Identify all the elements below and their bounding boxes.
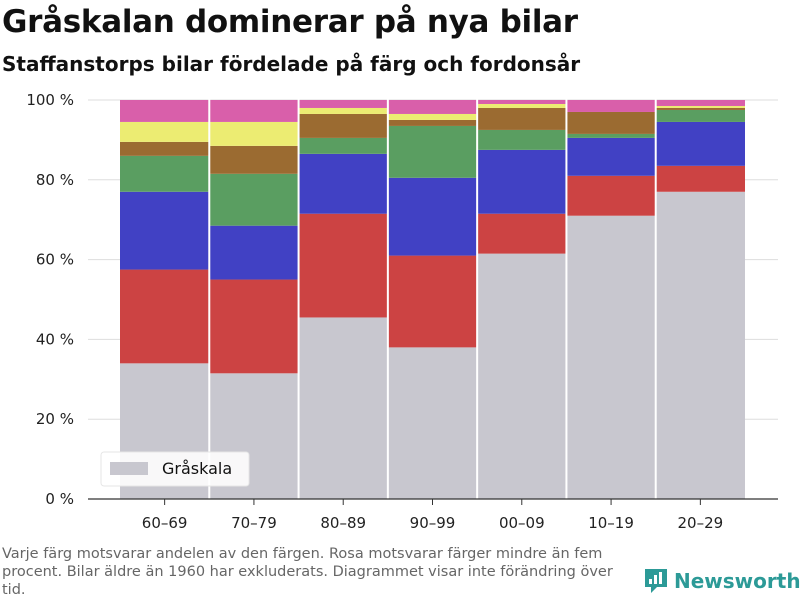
bar-segment <box>655 121 745 166</box>
chart-subtitle: Staffanstorps bilar fördelade på färg oc… <box>2 52 581 76</box>
y-tick-label: 60 % <box>36 251 74 269</box>
bar-segment <box>387 100 478 114</box>
footnote: Varje färg motsvarar andelen av den färg… <box>2 546 613 598</box>
bar-segment <box>209 121 299 146</box>
legend-label: Gråskala <box>162 459 232 478</box>
bar-segment <box>120 191 210 270</box>
legend-swatch <box>110 462 148 475</box>
bar-segment <box>566 100 656 112</box>
bar-segment <box>387 177 478 256</box>
bar-segment <box>477 129 567 150</box>
bar-segment <box>387 347 478 499</box>
bar-segment <box>477 103 567 108</box>
bar-segment <box>298 107 388 114</box>
y-tick-label: 40 % <box>36 330 74 348</box>
x-tick-label: 60–69 <box>142 514 188 532</box>
bar-segment <box>120 100 210 122</box>
chart-title: Gråskalan dominerar på nya bilar <box>2 4 578 40</box>
bar-segment <box>566 111 656 134</box>
bar-segment <box>655 191 745 499</box>
bar-segment <box>387 113 478 120</box>
bars <box>120 98 745 499</box>
brand-name: Newsworthy <box>674 569 800 593</box>
bar-segment <box>477 149 567 214</box>
bar-segment <box>566 215 656 499</box>
bar-segment <box>387 119 478 126</box>
bar-segment <box>298 153 388 214</box>
y-tick-label: 100 % <box>26 91 74 109</box>
bar-segment <box>209 279 299 374</box>
bar-segment <box>120 155 210 192</box>
bar-segment <box>298 113 388 138</box>
bar-segment <box>655 100 745 106</box>
y-tick-label: 20 % <box>36 410 74 428</box>
bar-segment <box>209 145 299 174</box>
newsworthy-logo-icon <box>645 569 667 593</box>
bar-segment <box>209 100 299 122</box>
y-tick-label: 0 % <box>45 490 74 508</box>
x-tick-label: 70–79 <box>231 514 277 532</box>
bar-segment <box>120 269 210 364</box>
bar-segment <box>120 121 210 142</box>
bar-segment <box>566 133 656 138</box>
x-tick-label: 00–09 <box>499 514 545 532</box>
axes: 0 % 20 % 40 % 60 % 80 % 100 % 60–69 70–79 80–89 9… <box>26 91 778 532</box>
bar-segment <box>477 253 567 499</box>
legend: Gråskala <box>100 451 250 487</box>
y-tick-label: 80 % <box>36 171 74 189</box>
bar-segment <box>387 255 478 348</box>
bar-segment <box>209 225 299 280</box>
stacked-bar-chart: 0 % 20 % 40 % 60 % 80 % 100 % 60–69 70–79 80–89 9… <box>26 91 778 532</box>
bar-segment <box>298 137 388 154</box>
bar-segment <box>566 175 656 216</box>
bar-segment <box>298 100 388 108</box>
legend-box <box>100 451 250 487</box>
bar-segment <box>298 317 388 499</box>
bar-segment <box>477 107 567 130</box>
bar-segment <box>566 137 656 176</box>
bar-segment <box>655 165 745 192</box>
x-tick-label: 90–99 <box>410 514 456 532</box>
brand-logo: Newsworthy <box>643 567 800 595</box>
x-tick-label: 20–29 <box>678 514 724 532</box>
bar-segment <box>477 213 567 254</box>
bar-segment <box>209 173 299 226</box>
bar-segment <box>387 125 478 178</box>
bar-segment <box>477 100 567 104</box>
bar-segment <box>655 107 745 110</box>
bar-segment <box>655 109 745 122</box>
x-tick-label: 80–89 <box>320 514 366 532</box>
bar-segment <box>298 213 388 318</box>
x-tick-label: 10–19 <box>588 514 634 532</box>
bar-segment <box>120 141 210 156</box>
bar-segment <box>655 105 745 108</box>
